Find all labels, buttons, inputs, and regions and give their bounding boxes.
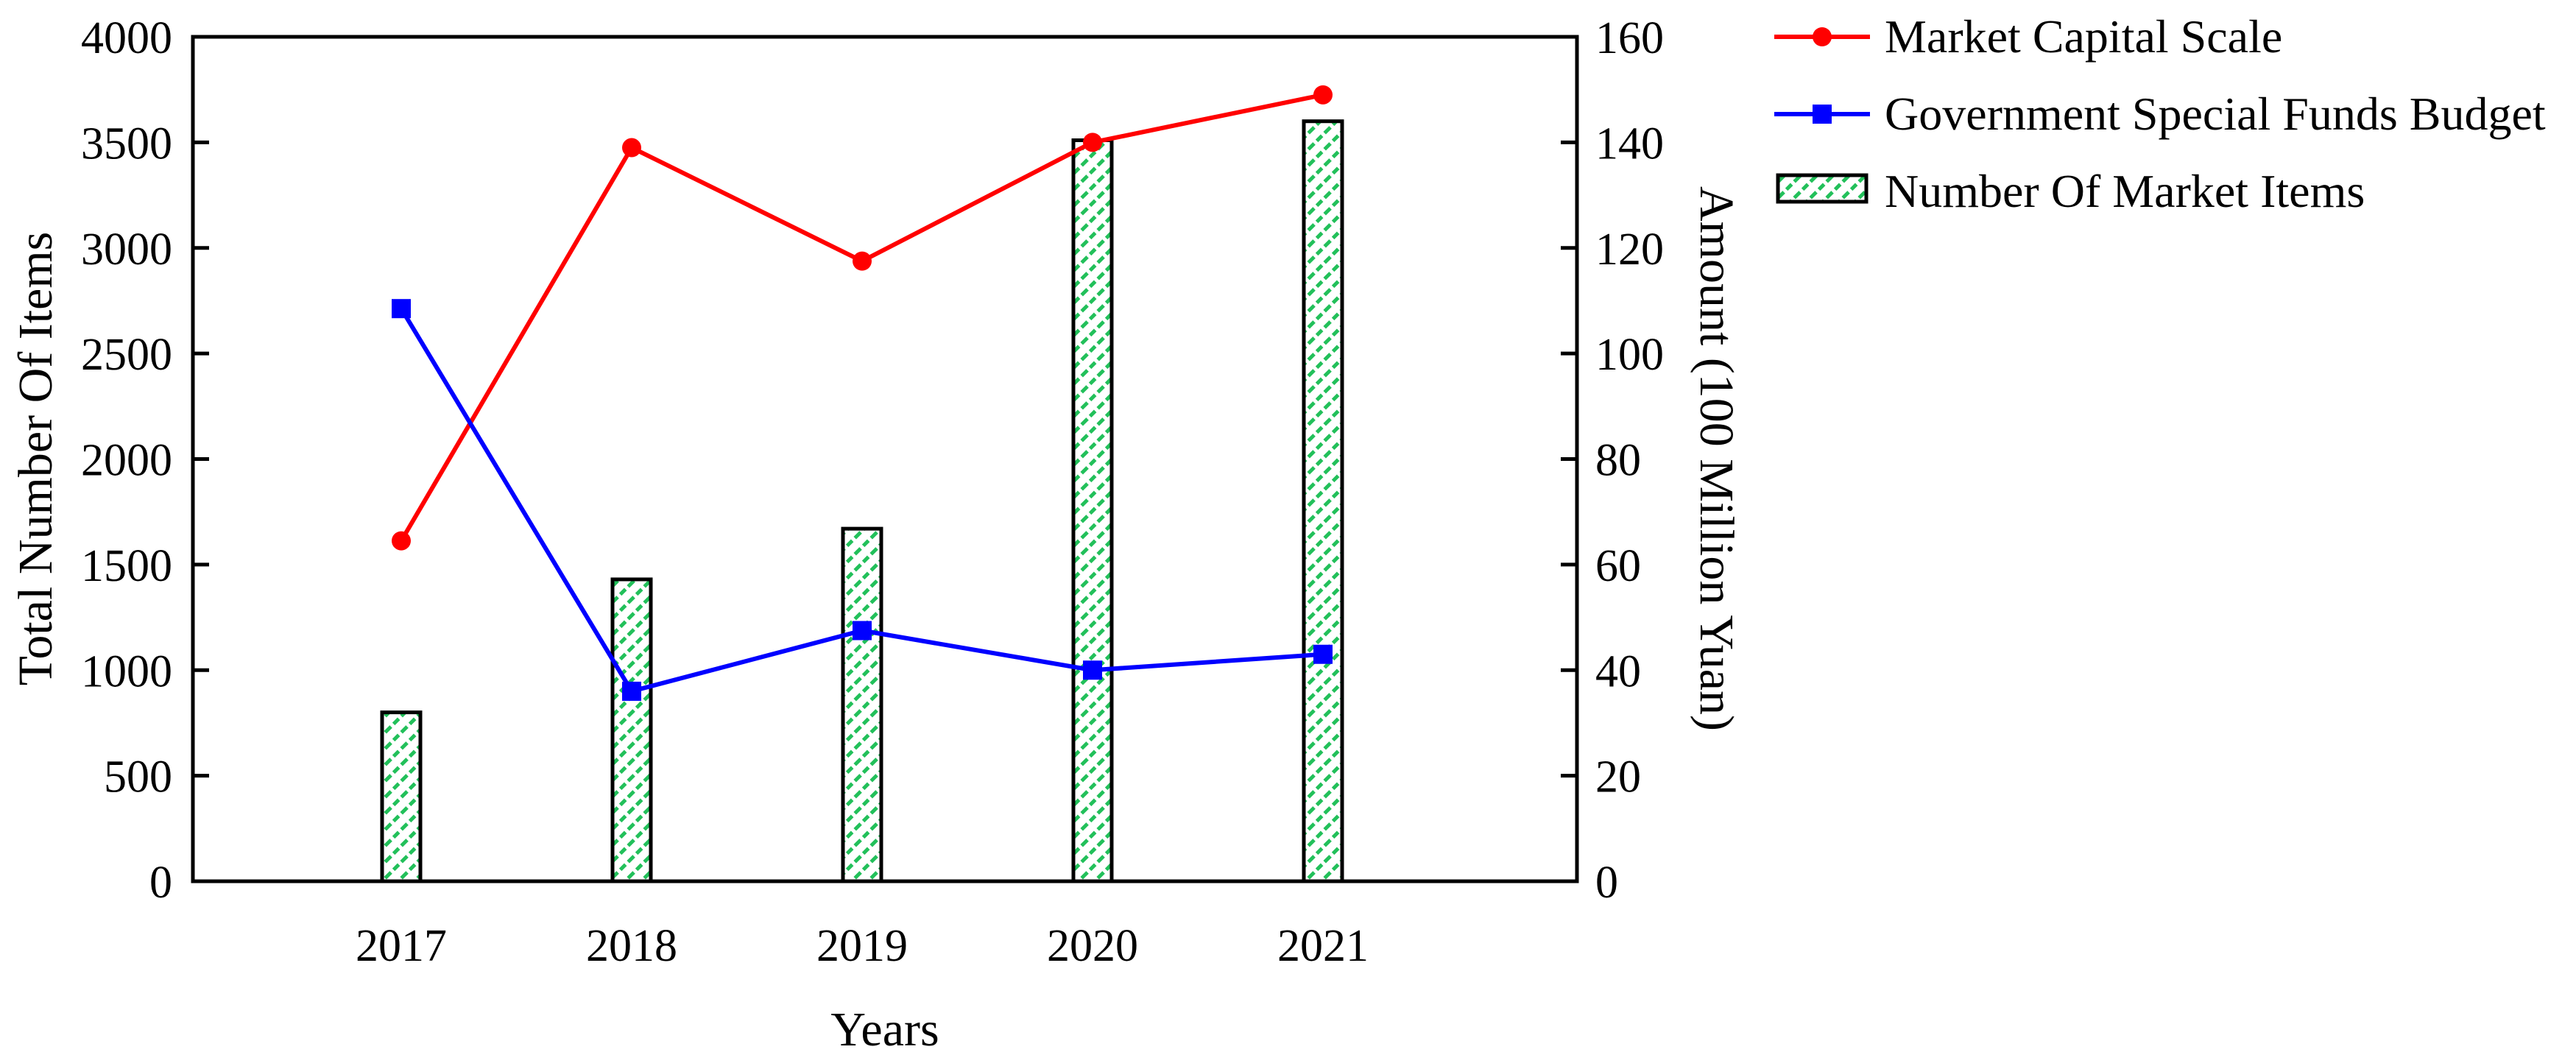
point-government-special-funds-budget-2018 [622,681,641,701]
point-government-special-funds-budget-2020 [1083,660,1102,680]
right-tick-label-120: 120 [1595,225,1664,275]
right-tick-label-100: 100 [1595,330,1664,380]
legend: Market Capital Scale Government Special … [1774,10,2546,217]
right-tick-label-160: 160 [1595,13,1664,63]
left-y-axis-title: Total Number Of Items [9,232,63,686]
point-government-special-funds-budget-2017 [392,299,411,319]
right-y-axis: 0 20 40 60 80 100 120 140 160 [1561,13,1664,908]
x-tick-label-2021: 2021 [1277,921,1369,971]
right-tick-label-20: 20 [1595,752,1641,802]
left-tick-label-500: 500 [104,752,172,802]
left-tick-label-4000: 4000 [81,13,172,63]
x-tick-label-2017: 2017 [356,921,447,971]
legend-label-government-special-funds-budget: Government Special Funds Budget [1885,88,2546,140]
bar-2017 [380,710,423,883]
point-market-capital-scale-2017 [392,531,411,551]
x-tick-label-2020: 2020 [1047,921,1138,971]
left-tick-label-2000: 2000 [81,436,172,486]
point-market-capital-scale-2019 [853,251,872,271]
left-tick-label-2500: 2500 [81,330,172,380]
point-market-capital-scale-2021 [1313,85,1333,105]
left-y-axis: 0 500 1000 1500 2000 2500 3000 3500 4000 [81,13,209,908]
left-tick-label-3000: 3000 [81,225,172,275]
left-tick-label-1000: 1000 [81,646,172,696]
bar-2020 [1071,138,1114,883]
x-axis: 2017 2018 2019 2020 2021 [356,921,1369,971]
right-tick-label-40: 40 [1595,646,1641,696]
point-market-capital-scale-2018 [622,138,641,158]
right-y-axis-title: Amount (100 Million Yuan) [1690,186,1743,731]
legend-label-number-of-market-items: Number Of Market Items [1885,165,2365,217]
x-tick-label-2019: 2019 [816,921,908,971]
bars-layer [380,119,1344,883]
line-market-capital-scale [399,92,1324,543]
right-tick-label-80: 80 [1595,436,1641,486]
point-market-capital-scale-2020 [1083,133,1102,152]
x-axis-title: Years [830,1003,939,1055]
left-tick-label-1500: 1500 [81,541,172,591]
right-tick-label-140: 140 [1595,119,1664,169]
point-government-special-funds-budget-2019 [853,621,872,641]
x-tick-label-2018: 2018 [586,921,677,971]
legend-item-number-of-market-items: Number Of Market Items [1776,165,2365,217]
right-tick-label-60: 60 [1595,541,1641,591]
legend-item-government-special-funds-budget: Government Special Funds Budget [1774,88,2546,140]
legend-item-market-capital-scale: Market Capital Scale [1774,10,2282,63]
legend-label-market-capital-scale: Market Capital Scale [1885,10,2282,63]
left-tick-label-3500: 3500 [81,119,172,169]
point-government-special-funds-budget-2021 [1313,644,1333,664]
right-tick-label-0: 0 [1595,858,1618,908]
bar-2021 [1302,119,1344,883]
bar-2018 [610,577,653,883]
left-tick-label-0: 0 [149,858,172,908]
lines-layer [392,85,1333,701]
bar-2019 [841,526,883,883]
